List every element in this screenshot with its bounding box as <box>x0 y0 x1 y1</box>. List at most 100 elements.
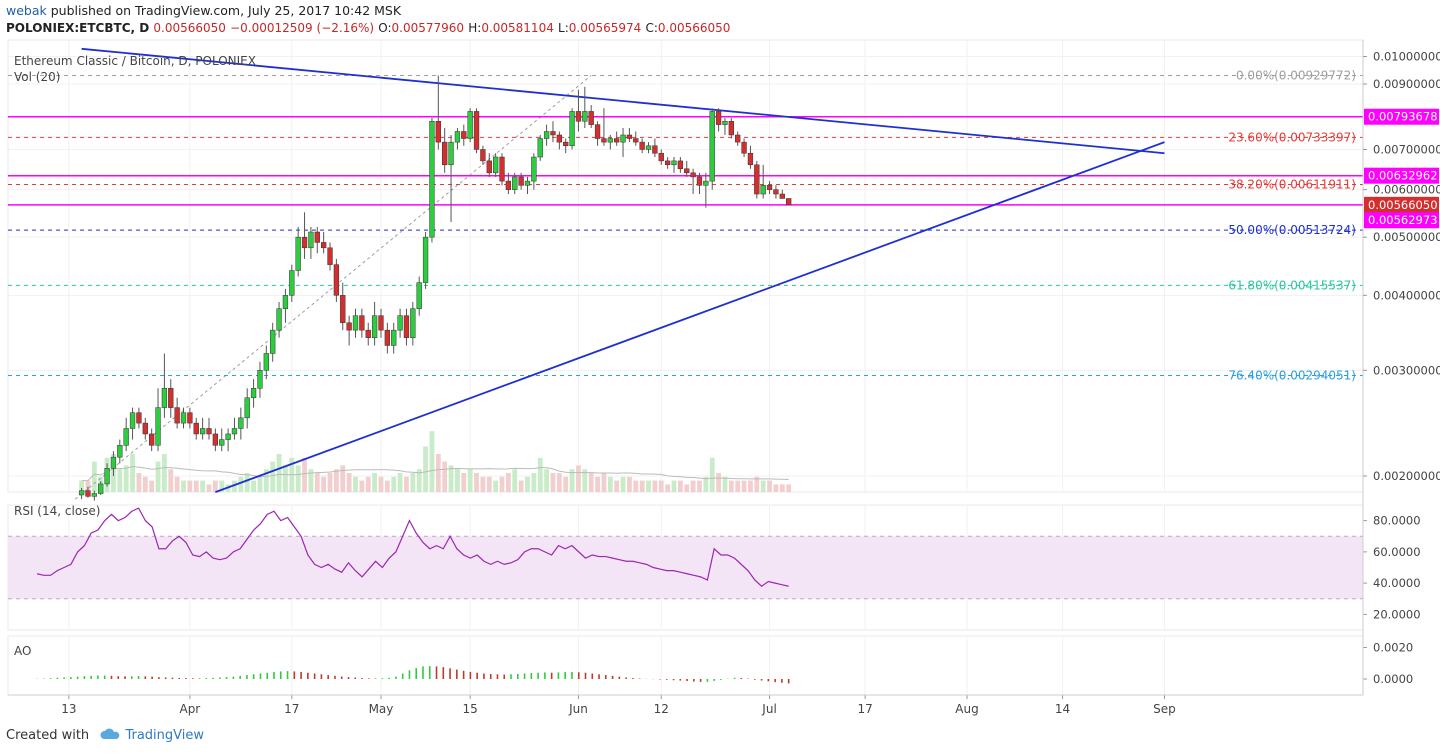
candle <box>524 176 531 195</box>
candle-body <box>263 353 269 371</box>
x-tick-label: Aug <box>955 702 978 716</box>
candle-body <box>747 152 754 166</box>
candle-body <box>123 428 129 446</box>
volume-bar <box>155 461 161 492</box>
candle <box>270 322 276 362</box>
candle-body <box>238 417 244 429</box>
candle-body <box>690 172 696 178</box>
high-label: H: <box>468 21 482 35</box>
candle-body <box>435 121 441 143</box>
candle <box>531 153 537 190</box>
volume-bar <box>333 469 339 492</box>
price-label-text: 0.00566050 <box>1368 198 1438 212</box>
candle-body <box>588 111 594 125</box>
volume-legend: Vol (20) <box>14 70 60 84</box>
candle <box>773 185 779 199</box>
candle-body <box>448 141 454 166</box>
candle-body <box>110 456 117 469</box>
footer: Created with TradingView <box>6 728 204 748</box>
candle <box>206 417 212 440</box>
candle <box>492 153 499 177</box>
volume-bar <box>697 480 702 492</box>
candle-body <box>492 156 499 174</box>
symbol-legend: Ethereum Classic / Bitcoin, D, POLONIEX <box>14 54 256 68</box>
created-with-text: Created with <box>6 728 90 743</box>
candle-body <box>219 439 225 446</box>
candle-body <box>91 493 97 497</box>
candle-body <box>575 111 582 122</box>
candle-body <box>98 483 104 494</box>
candle-body <box>614 138 620 143</box>
volume-bar <box>340 465 346 492</box>
volume-bar <box>779 484 785 492</box>
volume-bar <box>556 473 562 492</box>
candle-body <box>397 315 403 331</box>
candle-body <box>333 264 340 296</box>
x-tick-label: Sep <box>1153 702 1176 716</box>
candle <box>289 264 295 302</box>
candle <box>340 282 346 331</box>
candle-body <box>403 315 410 338</box>
symbol-name: POLONIEX:ETCBTC, D <box>6 21 150 35</box>
volume-bar <box>79 480 84 492</box>
candle <box>715 108 722 132</box>
candle-body <box>289 270 295 296</box>
volume-bar <box>181 480 186 492</box>
author-link[interactable]: webak <box>6 3 47 18</box>
candle-body <box>480 149 486 162</box>
candle <box>722 117 728 135</box>
rsi-y-tick-label: 60.0000 <box>1373 545 1421 559</box>
volume-bar <box>576 465 581 492</box>
candle <box>786 198 792 206</box>
candle-body <box>442 141 448 166</box>
candle-body <box>276 308 282 331</box>
candle <box>231 417 238 440</box>
candle <box>664 157 671 169</box>
candle-body <box>155 407 161 446</box>
x-tick-label: 15 <box>463 702 478 716</box>
close-label: C: <box>645 21 658 35</box>
pane-frame <box>7 635 1364 696</box>
candle <box>766 181 773 195</box>
candle-body <box>760 185 766 195</box>
low-value: 0.00565974 <box>568 21 642 35</box>
candle-body <box>352 315 359 331</box>
candle <box>250 379 257 408</box>
x-tick-label: May <box>369 702 394 716</box>
candle-body <box>607 138 613 143</box>
candle-body <box>231 428 238 435</box>
volume-bar <box>142 476 148 492</box>
volume-bar <box>595 476 600 492</box>
candle <box>626 128 633 143</box>
volume-bar <box>276 454 282 492</box>
volume-bar <box>665 484 671 492</box>
y-tick-label: 0.00400000 <box>1373 288 1440 302</box>
candle <box>282 288 289 323</box>
candle <box>333 258 340 302</box>
candle <box>696 172 703 195</box>
candle-body <box>505 180 512 190</box>
candle-body <box>786 198 792 206</box>
candle <box>168 379 174 418</box>
candle-body <box>85 490 91 497</box>
volume-ma-line <box>81 466 789 482</box>
candle <box>473 108 480 154</box>
candle <box>174 397 180 429</box>
rsi-band <box>8 536 1363 599</box>
fib-level-label: 38.20%(0.00611911) <box>1228 178 1356 192</box>
candle-body <box>301 236 308 249</box>
candle-body <box>187 412 193 424</box>
volume-bar <box>569 469 575 492</box>
y-tick-label: 0.00300000 <box>1373 363 1440 377</box>
candle <box>735 131 741 146</box>
candle <box>461 124 467 146</box>
tradingview-brand[interactable]: TradingView <box>125 728 204 743</box>
volume-bar <box>722 476 728 492</box>
price-label-box <box>1364 196 1439 213</box>
rsi-y-tick-label: 80.0000 <box>1373 514 1421 528</box>
fib-level-label: 76.40%(0.00294051) <box>1228 369 1356 383</box>
volume-bar <box>257 476 263 492</box>
candle-body <box>340 295 346 324</box>
volume-bar <box>760 480 766 492</box>
